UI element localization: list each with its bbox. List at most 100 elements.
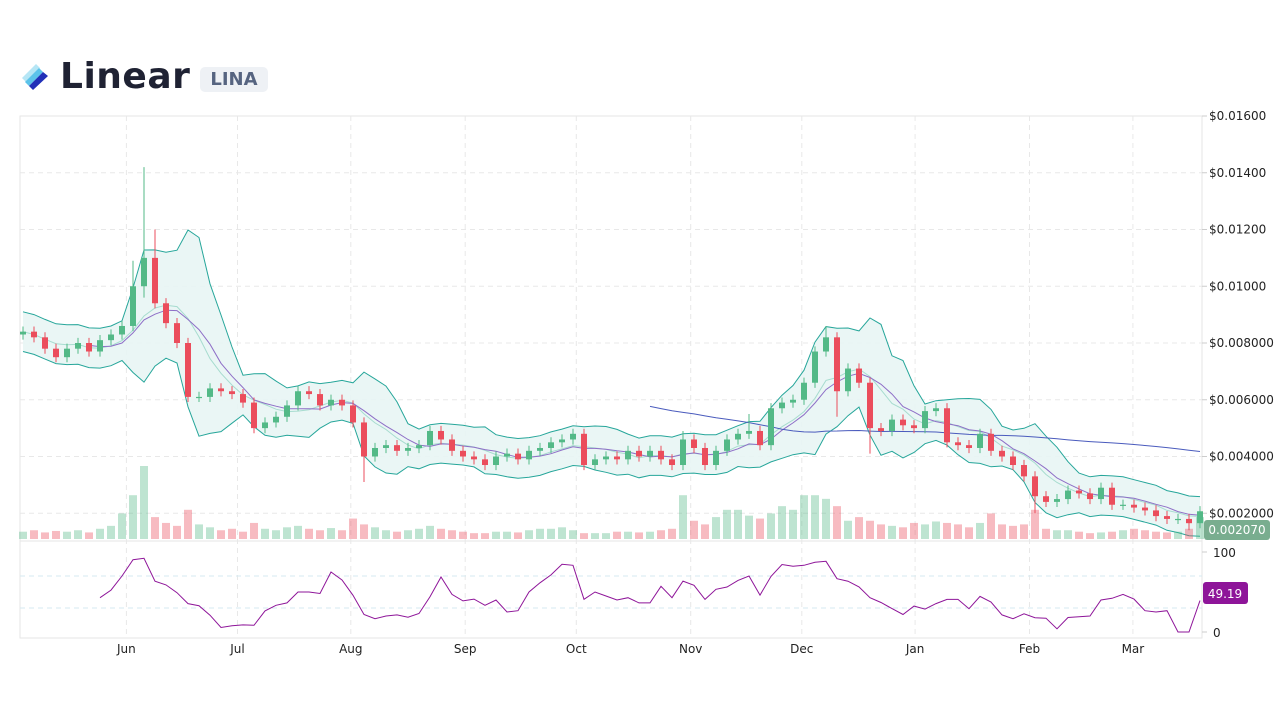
candle-body: [1197, 511, 1203, 524]
volume-bar: [470, 533, 478, 539]
candle-body: [1109, 487, 1115, 505]
volume-bar: [657, 530, 665, 539]
candle-body: [504, 453, 510, 457]
candle: [1186, 513, 1192, 531]
candle-body: [218, 388, 224, 392]
volume-bar: [899, 527, 907, 539]
candle-body: [603, 456, 609, 460]
last-rsi-label: 49.19: [1208, 587, 1242, 601]
candle-body: [185, 343, 191, 397]
y-tick-label: $0.01200: [1209, 223, 1266, 237]
candle: [493, 451, 499, 471]
volume-bar: [580, 533, 588, 539]
x-tick-label: Sep: [454, 642, 477, 656]
volume-bar: [855, 517, 863, 539]
volume-bar: [272, 530, 280, 539]
candle-body: [911, 425, 917, 429]
candle: [812, 346, 818, 388]
candle: [900, 414, 906, 431]
candle: [647, 445, 653, 462]
candle-body: [339, 399, 345, 406]
candle-body: [1043, 496, 1049, 502]
candle: [438, 425, 444, 445]
candle-body: [1098, 487, 1104, 500]
candle-body: [944, 408, 950, 443]
x-tick-label: Aug: [339, 642, 362, 656]
volume-bar: [1075, 531, 1083, 539]
volume-bar: [789, 509, 797, 539]
candle-body: [570, 433, 576, 440]
candle-body: [889, 419, 895, 431]
volume-bar: [954, 524, 962, 539]
volume-bar: [833, 506, 841, 539]
volume-bar: [1130, 528, 1138, 539]
candle: [317, 388, 323, 411]
candle-body: [526, 450, 532, 460]
volume-bar: [1174, 531, 1182, 539]
candle: [537, 442, 543, 456]
candle-body: [20, 331, 26, 335]
candle-body: [647, 450, 653, 457]
candle-body: [823, 337, 829, 352]
volume-bar: [481, 533, 489, 539]
candle: [64, 343, 70, 363]
candle: [933, 403, 939, 417]
candle: [823, 325, 829, 357]
volume-bar: [30, 530, 38, 539]
candle: [999, 445, 1005, 462]
x-tick-label: Dec: [790, 642, 813, 656]
volume-bar: [1152, 531, 1160, 539]
volume-bar: [756, 518, 764, 539]
candle-body: [1032, 476, 1038, 497]
candle: [163, 298, 169, 329]
volume-bar: [305, 528, 313, 539]
candle: [867, 377, 873, 454]
candle-body: [878, 428, 884, 431]
volume-bar: [1163, 532, 1171, 539]
candle-body: [999, 450, 1005, 457]
candle-body: [438, 430, 444, 440]
candle: [1054, 493, 1060, 508]
candle: [1032, 471, 1038, 514]
candle-body: [262, 422, 268, 429]
candle-body: [1120, 504, 1126, 506]
candle: [922, 405, 928, 434]
candle-body: [1010, 456, 1016, 466]
volume-bar: [173, 525, 181, 539]
volume-bar: [74, 530, 82, 539]
candle: [361, 417, 367, 483]
volume-bar: [547, 528, 555, 539]
candle: [383, 440, 389, 454]
candle-body: [493, 456, 499, 466]
ticker-badge: LINA: [200, 67, 268, 92]
candle: [1142, 502, 1148, 516]
candle-body: [394, 445, 400, 451]
candle-body: [328, 399, 334, 406]
volume-bar: [525, 530, 533, 539]
candle-body: [141, 257, 147, 287]
candle-body: [867, 382, 873, 429]
candle: [174, 318, 180, 349]
candle-body: [471, 456, 477, 460]
volume-bar: [437, 528, 445, 539]
candle: [405, 442, 411, 456]
candle-body: [31, 331, 37, 338]
volume-bar: [778, 506, 786, 539]
candle-body: [306, 391, 312, 395]
candle: [471, 451, 477, 465]
volume-bar: [184, 509, 192, 539]
candle-body: [933, 408, 939, 412]
volume-bar: [558, 527, 566, 539]
candle-body: [97, 340, 103, 352]
candle-body: [416, 445, 422, 448]
volume-bar: [976, 522, 984, 539]
candle: [724, 434, 730, 456]
candle: [691, 434, 697, 454]
candle: [658, 445, 664, 465]
volume-bar: [569, 530, 577, 539]
candle: [229, 386, 235, 400]
candle: [559, 434, 565, 448]
volume-bar: [1031, 509, 1039, 539]
candle-body: [955, 442, 961, 446]
